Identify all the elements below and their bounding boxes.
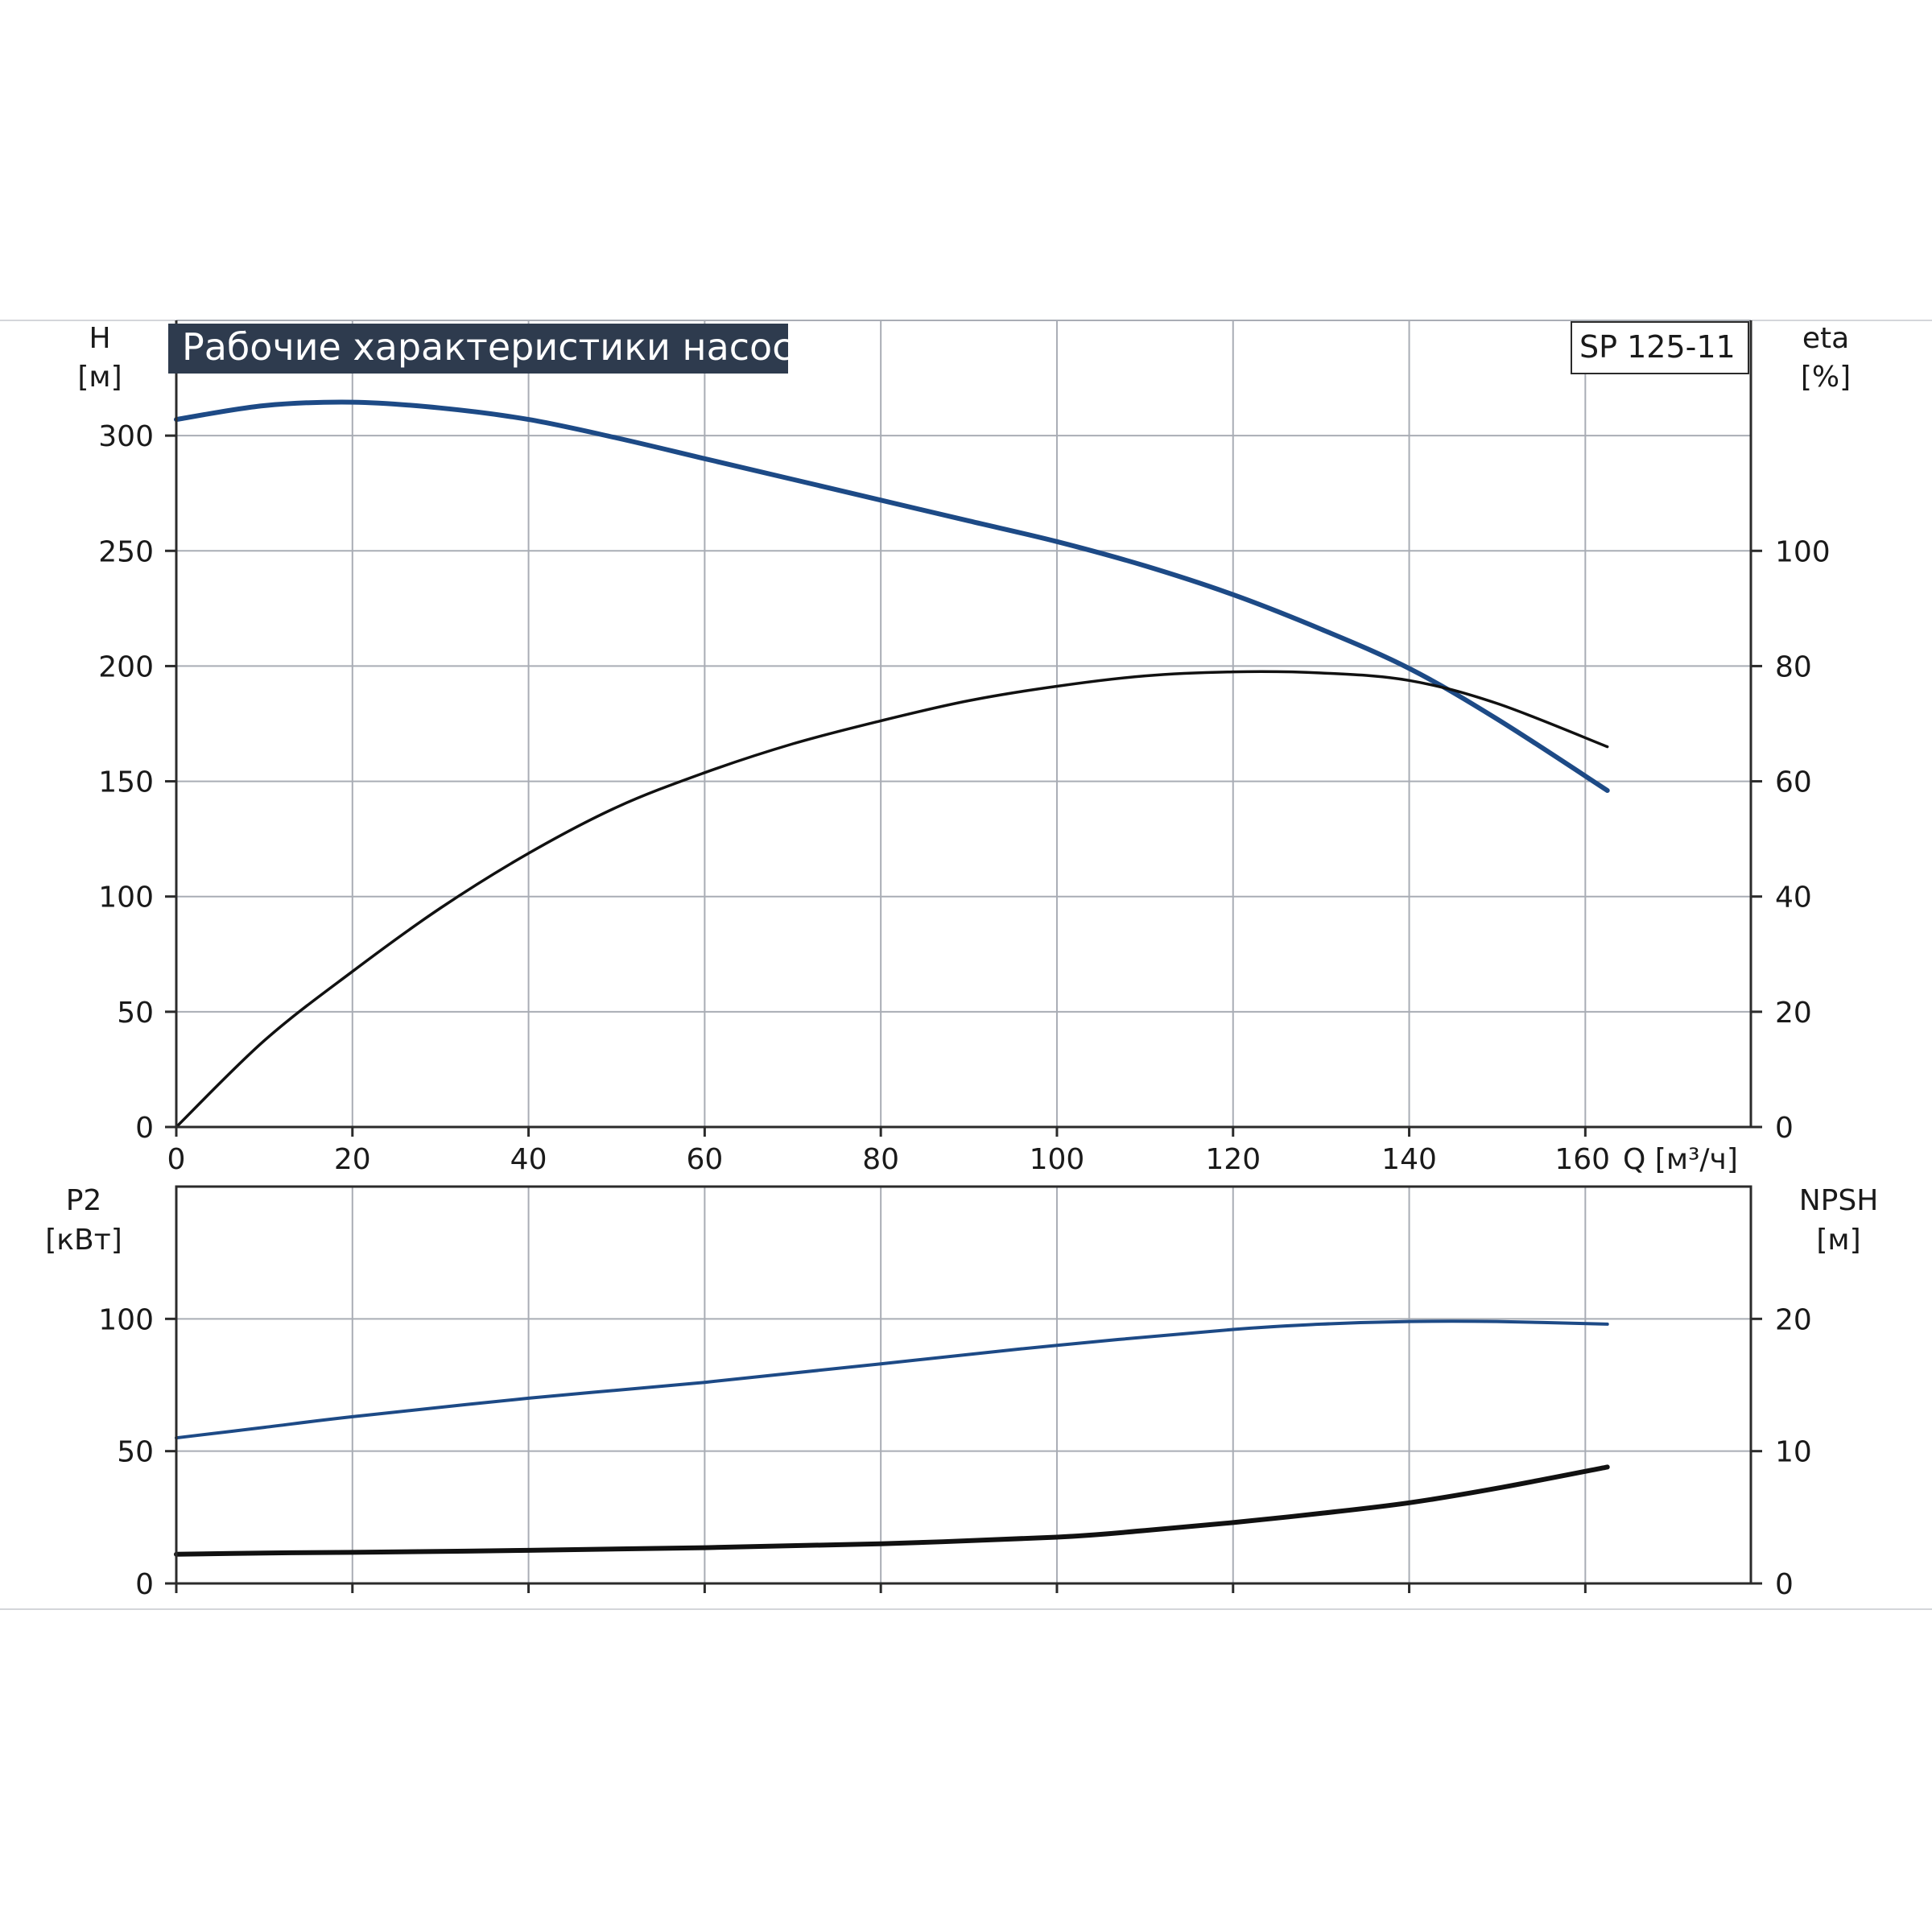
top-left-axis-title-line2: [м] [77,361,122,394]
efficiency-curve [175,670,1609,1129]
left-tick-label: 0 [135,1112,154,1145]
bottom-panel-frame [175,1185,1752,1585]
top-right-axis-title-line1: eta [1802,322,1849,355]
x-tick-label: 140 [1381,1143,1437,1176]
right-tick-label: 100 [1775,535,1831,568]
left-tick-label: 200 [98,650,154,683]
right-tick-label: 0 [1775,1112,1794,1145]
left-tick-label: 50 [117,1436,154,1469]
title-box [168,324,788,374]
head-curve [174,399,1610,793]
bottom-right-axis-title-line2: [м] [1816,1224,1860,1257]
top-panel-ticks: 0 50 100 150 200 250 300 0 20 40 60 80 100 0 20 40 60 80 1… [98,420,1830,1176]
npsh-curve [174,1464,1610,1557]
top-panel-frame [175,320,1752,1129]
left-tick-label: 50 [117,997,154,1030]
x-axis-title: Q [м³/ч] [1623,1143,1738,1176]
top-panel-grid [176,320,1751,1127]
x-tick-label: 100 [1030,1143,1085,1176]
right-tick-label: 80 [1775,650,1812,683]
left-tick-label: 300 [98,420,154,453]
right-tick-label: 60 [1775,766,1812,799]
model-box [1571,321,1749,374]
right-tick-label: 20 [1775,997,1812,1030]
top-panel-curves [174,399,1610,1129]
bottom-left-axis-title-line1: P2 [66,1184,102,1217]
left-tick-label: 100 [98,1303,154,1336]
x-tick-label: 20 [334,1143,371,1176]
x-tick-label: 160 [1554,1143,1610,1176]
x-tick-label: 0 [167,1143,186,1176]
left-tick-label: 0 [135,1568,154,1601]
right-tick-label: 10 [1775,1436,1812,1469]
left-tick-label: 100 [98,881,154,914]
bottom-panel-ticks: 0 50 100 0 10 20 [98,1303,1812,1601]
bottom-panel-grid [176,1187,1751,1583]
left-tick-label: 250 [98,535,154,568]
x-tick-label: 60 [686,1143,723,1176]
x-tick-label: 120 [1205,1143,1261,1176]
power-p2-curve [175,1319,1609,1440]
right-tick-label: 40 [1775,881,1812,914]
x-tick-label: 40 [510,1143,547,1176]
model-label: SP 125-11 [1579,329,1736,365]
right-tick-label: 0 [1775,1568,1794,1601]
bottom-right-axis-title-line1: NPSH [1799,1184,1879,1217]
x-tick-label: 80 [862,1143,899,1176]
chart-title: Рабочие характеристики насоса [182,325,815,369]
top-right-axis-title-line2: [%] [1801,361,1851,394]
right-tick-label: 20 [1775,1303,1812,1336]
top-left-axis-title-line1: H [89,322,110,355]
bottom-left-axis-title-line2: [кВт] [45,1224,122,1257]
bottom-panel-curves [174,1319,1610,1557]
left-tick-label: 150 [98,766,154,799]
